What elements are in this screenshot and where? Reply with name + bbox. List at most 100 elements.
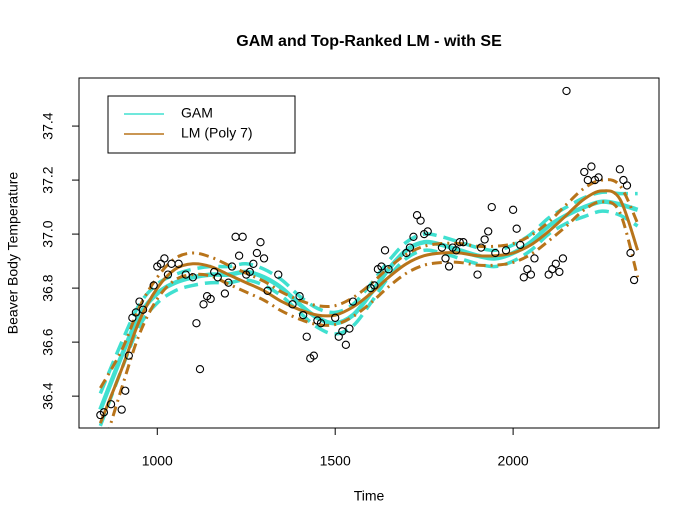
data-point [124, 351, 133, 360]
data-point [519, 273, 528, 282]
data-point [309, 351, 318, 360]
data-point [263, 286, 272, 295]
data-point [234, 251, 244, 260]
data-point [530, 254, 539, 263]
data-point [163, 270, 173, 279]
data-point [121, 386, 130, 395]
data-point [416, 216, 425, 225]
data-point [405, 243, 415, 252]
data-point [370, 281, 379, 290]
data-point [295, 292, 304, 301]
data-point [224, 278, 233, 287]
data-point [583, 175, 592, 185]
data-point [455, 238, 464, 247]
data-point [106, 400, 116, 409]
data-point [555, 267, 564, 277]
data-point [231, 232, 240, 241]
data-point [501, 246, 511, 255]
data-point [629, 275, 639, 285]
data-point [288, 300, 297, 309]
data-point [580, 167, 589, 177]
data-point [331, 313, 340, 322]
se-line [107, 200, 640, 428]
data-point [377, 262, 386, 271]
y-tick-label: 36.4 [40, 382, 56, 409]
data-point [227, 262, 237, 271]
y-tick-label: 37.0 [40, 220, 56, 247]
data-point [252, 248, 262, 258]
data-point [181, 270, 190, 279]
data-point [444, 262, 454, 271]
x-axis-label: Time [354, 488, 385, 504]
x-tick-label: 2000 [498, 453, 529, 469]
data-point [160, 254, 169, 263]
data-point [615, 165, 625, 174]
data-point [459, 238, 468, 247]
data-point [491, 248, 500, 258]
data-point [188, 273, 198, 282]
x-tick-label: 1000 [142, 453, 173, 469]
data-point [220, 289, 230, 298]
data-point [99, 408, 109, 417]
chart-title: GAM and Top-Ranked LM - with SE [236, 33, 502, 50]
data-point [316, 319, 326, 328]
data-point [341, 340, 351, 349]
data-point [487, 202, 496, 212]
data-point [380, 246, 390, 255]
plot-area [96, 86, 640, 428]
data-point [206, 294, 215, 304]
data-point [249, 259, 258, 268]
legend: GAM LM (Poly 7) [107, 95, 296, 154]
data-point [345, 324, 354, 333]
data-point [480, 235, 489, 244]
data-point [192, 319, 201, 328]
legend-box [107, 95, 296, 154]
data-point [423, 227, 432, 236]
data-point [138, 305, 148, 314]
y-tick-label: 37.4 [40, 112, 56, 139]
plot-frame [78, 77, 660, 429]
data-point [551, 259, 560, 268]
data-point [626, 248, 635, 258]
data-point [213, 273, 222, 282]
se-line [98, 209, 639, 427]
legend-label: LM (Poly 7) [181, 125, 253, 141]
data-point [476, 243, 486, 252]
data-point [587, 162, 596, 171]
data-point [562, 86, 571, 96]
data-point [299, 310, 308, 320]
legend-label: GAM [181, 105, 213, 121]
data-point [473, 270, 482, 279]
data-point [259, 254, 269, 263]
data-point [238, 232, 247, 241]
data-point [526, 270, 536, 279]
y-tick-label: 37.2 [40, 166, 56, 193]
data-point [348, 297, 358, 306]
data-point [174, 259, 183, 268]
data-point [508, 205, 518, 214]
data-point [195, 364, 205, 374]
data-point [437, 243, 447, 252]
data-point [131, 308, 141, 317]
data-point [256, 238, 265, 247]
fit-line [98, 189, 640, 424]
y-tick-label: 36.6 [40, 328, 56, 355]
data-point [135, 297, 144, 306]
data-point [452, 246, 461, 255]
data-point [117, 405, 126, 414]
data-point [302, 332, 311, 341]
x-tick-label: 1500 [320, 453, 351, 469]
se-line [99, 178, 640, 389]
data-point [558, 254, 568, 263]
data-point [149, 281, 158, 290]
y-tick-label: 36.8 [40, 274, 56, 301]
data-point [167, 259, 176, 268]
data-point [384, 265, 393, 274]
data-point [274, 270, 283, 279]
data-point [245, 267, 254, 277]
data-point [622, 181, 632, 190]
data-point [409, 232, 418, 241]
data-point [199, 300, 208, 309]
